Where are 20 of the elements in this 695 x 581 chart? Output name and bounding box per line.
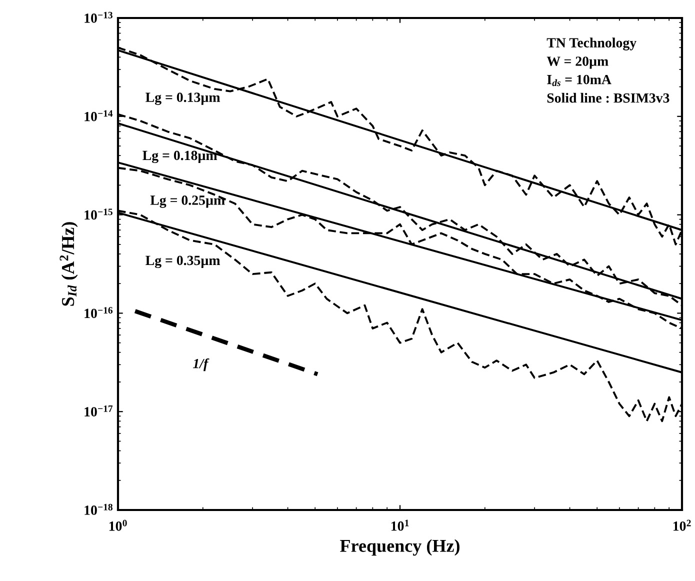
annotation: I$_{ds}$ = 10mA	[547, 74, 612, 86]
x-axis-title: Frequency (Hz)	[340, 539, 460, 556]
series-label: Lg = 0.25µm	[150, 196, 225, 208]
series-label: 1/f	[193, 358, 210, 372]
series-label: Lg = 0.13µm	[146, 92, 220, 105]
series-label: Lg = 0.18µm	[142, 150, 218, 164]
y-tick-label: 10$^{−14}$	[84, 110, 113, 122]
annotation: Solid line : BSIM3v3	[547, 92, 670, 103]
annotation: W = 20µm	[546, 56, 608, 69]
y-tick-label: 10$^{−13}$	[84, 12, 112, 23]
annotation: TN Technology	[546, 38, 636, 50]
y-tick-label: 10$^{−16}$	[84, 307, 113, 318]
x-tick-label: 10$^{1}$	[391, 520, 409, 531]
y-tick-label: 10$^{−18}$	[84, 504, 112, 515]
y-tick-label: 10$^{−17}$	[84, 405, 113, 416]
x-tick-label: 10$^{0}$	[109, 520, 127, 531]
x-tick-label: 10$^{2}$	[673, 520, 691, 531]
series-label: Lg = 0.35µm	[146, 256, 220, 268]
y-tick-label: 10$^{−15}$	[84, 208, 112, 220]
y-axis-title: S$_{Id}$ (A$^{2}$/Hz)	[60, 222, 78, 306]
